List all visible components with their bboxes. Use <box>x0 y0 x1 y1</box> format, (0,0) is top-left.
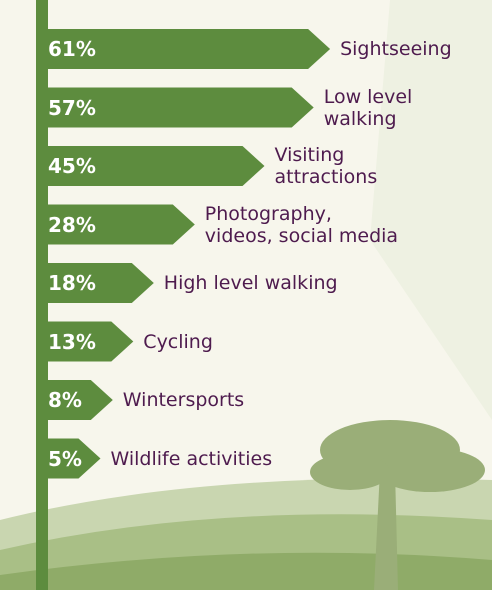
category-label: Photography, videos, social media <box>204 202 399 247</box>
bar <box>38 29 331 69</box>
value-label: 61% <box>48 37 96 61</box>
bar <box>38 321 134 362</box>
category-label: High level walking <box>163 272 338 294</box>
value-label: 8% <box>48 388 82 412</box>
bar <box>38 146 265 186</box>
category-label: Sightseeing <box>340 38 452 60</box>
bar <box>38 380 113 420</box>
value-label: 57% <box>48 95 96 120</box>
bar <box>38 204 195 245</box>
hill <box>0 552 492 590</box>
value-label: 18% <box>48 271 96 295</box>
category-label: Wintersports <box>122 389 245 411</box>
value-label: 28% <box>48 212 96 237</box>
category-label: Low level walking <box>323 85 413 130</box>
category-label: Cycling <box>143 330 213 353</box>
bar <box>38 438 101 479</box>
value-label: 5% <box>48 446 82 471</box>
background-shape <box>370 0 492 420</box>
tree <box>310 420 485 590</box>
bar <box>38 263 154 303</box>
category-label: Visiting attractions <box>274 144 378 188</box>
bar <box>38 87 314 128</box>
value-label: 45% <box>48 154 96 178</box>
category-label: Wildlife activities <box>110 447 273 470</box>
value-label: 13% <box>48 329 96 354</box>
